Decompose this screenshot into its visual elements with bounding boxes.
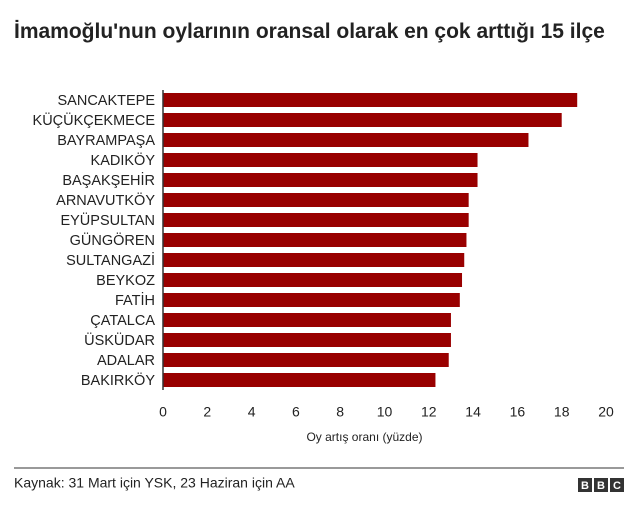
bar — [163, 313, 451, 327]
y-tick-label: EYÜPSULTAN — [60, 211, 155, 229]
bar — [163, 333, 451, 347]
x-tick-label: 8 — [336, 404, 344, 420]
x-tick-label: 2 — [203, 404, 211, 420]
y-tick-label: BAYRAMPAŞA — [57, 133, 155, 149]
y-tick-label: ÇATALCA — [90, 313, 155, 329]
y-tick-label: BEYKOZ — [96, 273, 155, 289]
y-tick-label: KADIKÖY — [91, 151, 156, 169]
bar — [163, 113, 562, 127]
logo-letter: B — [581, 480, 589, 492]
bar — [163, 293, 460, 307]
bar — [163, 353, 449, 367]
bar — [163, 233, 467, 247]
bar — [163, 153, 478, 167]
logo-letter: B — [597, 480, 605, 492]
bar — [163, 253, 465, 267]
x-axis-label: Oy artış oranı (yüzde) — [306, 430, 422, 444]
x-tick-label: 0 — [159, 404, 167, 420]
x-tick-label: 18 — [554, 404, 570, 420]
y-tick-label: KÜÇÜKÇEKMECE — [33, 111, 156, 129]
x-tick-label: 12 — [421, 404, 437, 420]
source: Kaynak: 31 Mart için YSK, 23 Haziran içi… — [14, 475, 295, 491]
bar — [163, 193, 469, 207]
x-tick-label: 4 — [248, 404, 256, 420]
y-tick-label: ARNAVUTKÖY — [56, 191, 155, 209]
y-tick-label: BAŞAKŞEHİR — [62, 171, 155, 189]
logo-box — [594, 478, 608, 492]
y-tick-label: GÜNGÖREN — [70, 231, 155, 249]
bar — [163, 133, 529, 147]
y-tick-label: ÜSKÜDAR — [84, 331, 155, 349]
logo-box — [578, 478, 592, 492]
y-tick-label: SANCAKTEPE — [58, 93, 156, 109]
chart-title: İmamoğlu'nun oylarının oransal olarak en… — [14, 20, 605, 43]
x-tick-label: 16 — [510, 404, 526, 420]
logo-letter: C — [613, 480, 621, 492]
y-tick-label: FATİH — [115, 291, 155, 309]
x-tick-label: 14 — [465, 404, 481, 420]
bar — [163, 173, 478, 187]
bar — [163, 273, 463, 287]
y-tick-label: ADALAR — [97, 353, 155, 369]
y-tick-label: BAKIRKÖY — [81, 371, 155, 389]
bar — [163, 93, 578, 107]
logo-box — [610, 478, 624, 492]
bar — [163, 373, 436, 387]
x-tick-label: 10 — [377, 404, 393, 420]
y-tick-label: SULTANGAZİ — [66, 251, 155, 269]
x-tick-label: 6 — [292, 404, 300, 420]
x-tick-label: 20 — [598, 404, 614, 420]
bar — [163, 213, 469, 227]
